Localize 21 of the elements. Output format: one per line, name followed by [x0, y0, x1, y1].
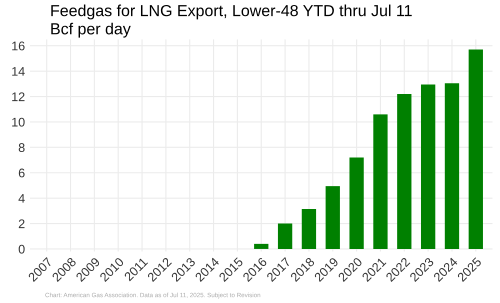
y-tick-label: 4 [18, 194, 25, 203]
chart-subtitle: Bcf per day [51, 22, 131, 38]
y-tick-label: 0 [18, 244, 25, 254]
bar [254, 244, 268, 249]
y-tick-label: 8 [18, 143, 25, 152]
y-tick-label: 12 [12, 92, 25, 102]
y-tick-label: 16 [12, 42, 25, 50]
y-tick-label: 6 [18, 168, 25, 178]
bar [278, 224, 292, 249]
bar [420, 84, 436, 249]
y-tick-label: 2 [18, 219, 25, 228]
y-tick-label: 10 [12, 118, 25, 127]
bar [349, 158, 364, 249]
bar [444, 83, 460, 249]
chart-title: Feedgas for LNG Export, Lower-48 YTD thru Jul 11 [51, 4, 412, 20]
bar [302, 208, 316, 249]
bar [468, 50, 483, 249]
y-tick-label: 14 [12, 67, 25, 76]
bar [373, 114, 388, 249]
bar [326, 186, 340, 249]
bar [397, 94, 412, 249]
